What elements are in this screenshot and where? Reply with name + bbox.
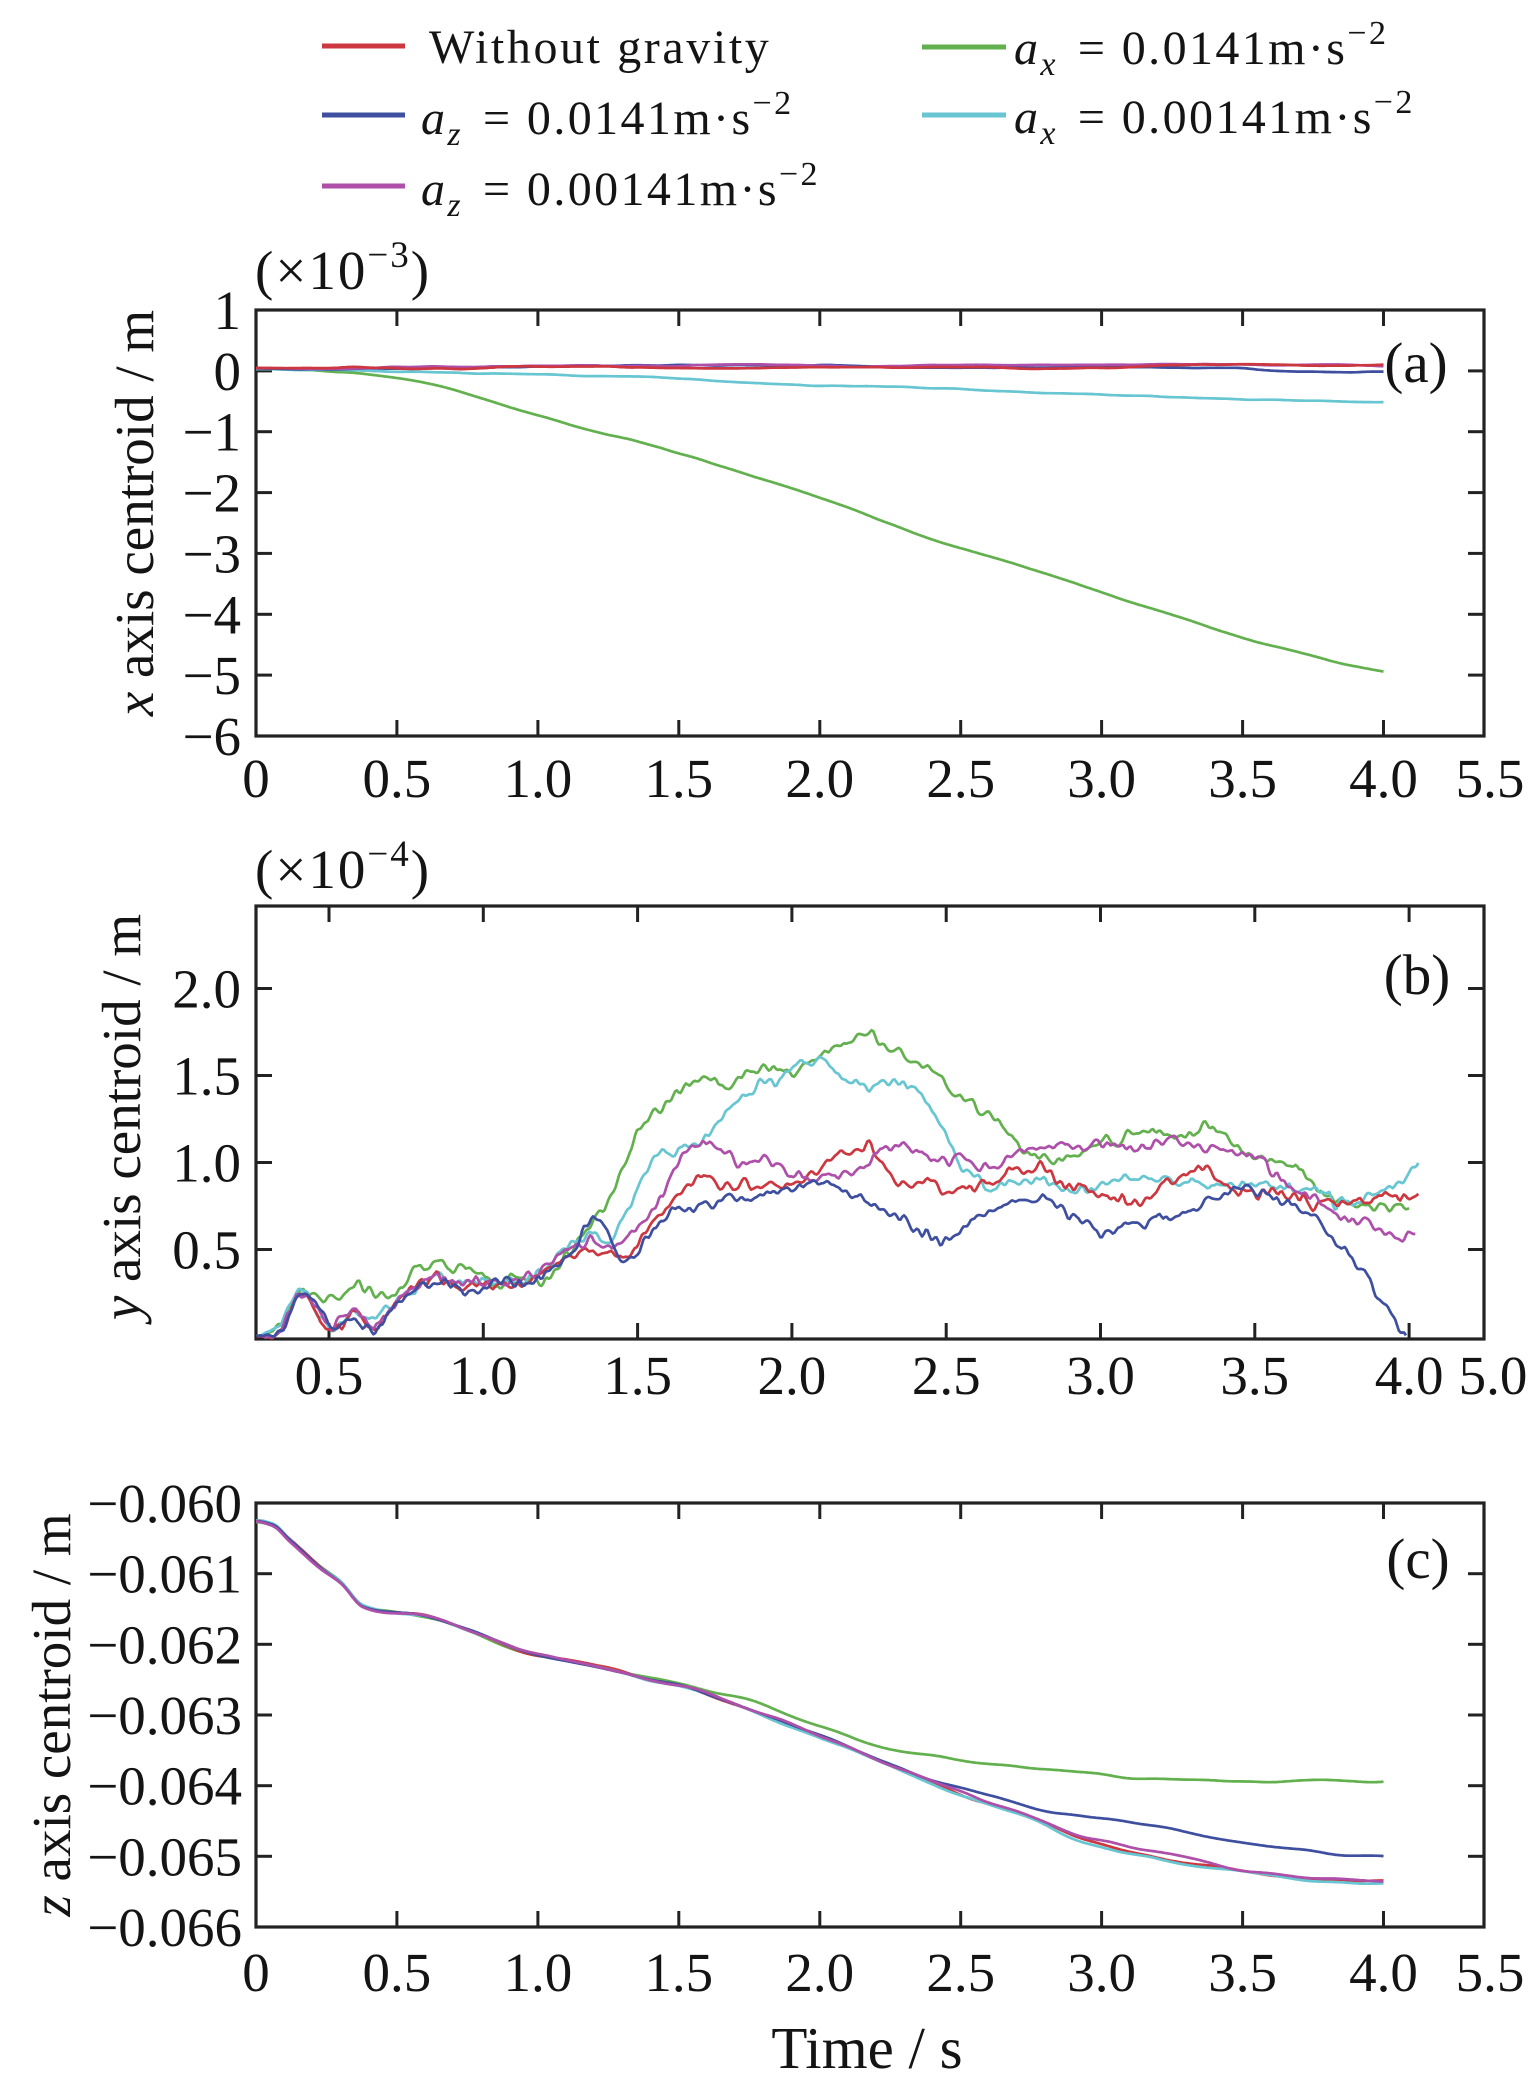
- svg-text:−2: −2: [182, 463, 241, 524]
- svg-text:(c): (c): [1386, 1528, 1449, 1591]
- svg-text:−4: −4: [182, 584, 241, 645]
- svg-text:4.0: 4.0: [1375, 1345, 1444, 1406]
- svg-text:0.5: 0.5: [172, 1220, 241, 1281]
- svg-text:−0.062: −0.062: [87, 1614, 242, 1675]
- svg-text:1.5: 1.5: [603, 1345, 672, 1406]
- svg-text:1.0: 1.0: [504, 1942, 573, 2003]
- svg-text:(a): (a): [1384, 332, 1447, 395]
- svg-text:3.5: 3.5: [1220, 1345, 1289, 1406]
- svg-text:1.5: 1.5: [644, 1942, 713, 2003]
- svg-text:z axis centroid / m: z axis centroid / m: [21, 1513, 82, 1917]
- svg-text:1.5: 1.5: [644, 748, 713, 809]
- svg-text:−1: −1: [182, 402, 241, 463]
- svg-text:2.0: 2.0: [172, 959, 241, 1020]
- svg-text:−5: −5: [182, 645, 241, 706]
- svg-text:2.5: 2.5: [912, 1345, 981, 1406]
- svg-text:3.0: 3.0: [1067, 748, 1136, 809]
- svg-text:−0.063: −0.063: [87, 1685, 242, 1746]
- svg-text:az = 0.00141m·s−2: az = 0.00141m·s−2: [421, 156, 820, 224]
- svg-text:5.0: 5.0: [1459, 1345, 1528, 1406]
- svg-text:−0.065: −0.065: [87, 1826, 242, 1887]
- svg-text:1.5: 1.5: [172, 1046, 241, 1107]
- svg-text:x axis centroid / m: x axis centroid / m: [104, 310, 165, 717]
- svg-text:4.0: 4.0: [1349, 748, 1418, 809]
- svg-text:0.5: 0.5: [295, 1345, 364, 1406]
- svg-text:3.0: 3.0: [1066, 1345, 1135, 1406]
- svg-text:0: 0: [214, 341, 242, 402]
- svg-text:1.0: 1.0: [172, 1133, 241, 1194]
- svg-text:5.5: 5.5: [1456, 748, 1525, 809]
- svg-text:3.5: 3.5: [1208, 748, 1277, 809]
- svg-text:2.5: 2.5: [926, 1942, 995, 2003]
- svg-text:2.0: 2.0: [758, 1345, 827, 1406]
- svg-text:2.0: 2.0: [785, 748, 854, 809]
- svg-text:4.0: 4.0: [1349, 1942, 1418, 2003]
- svg-text:−6: −6: [182, 706, 241, 767]
- svg-text:2.5: 2.5: [926, 748, 995, 809]
- svg-text:−0.064: −0.064: [87, 1756, 242, 1817]
- svg-text:−0.066: −0.066: [87, 1897, 242, 1958]
- svg-text:−0.061: −0.061: [87, 1544, 242, 1605]
- svg-text:Time / s: Time / s: [771, 2015, 962, 2081]
- svg-text:−0.060: −0.060: [87, 1473, 242, 1534]
- svg-text:y axis centroid / m: y axis centroid / m: [91, 914, 152, 1325]
- svg-text:0.5: 0.5: [363, 1942, 432, 2003]
- svg-text:3.0: 3.0: [1067, 1942, 1136, 2003]
- svg-text:3.5: 3.5: [1208, 1942, 1277, 2003]
- svg-text:0.5: 0.5: [363, 748, 432, 809]
- svg-text:1.0: 1.0: [449, 1345, 518, 1406]
- svg-text:−3: −3: [182, 523, 241, 584]
- svg-text:5.5: 5.5: [1456, 1942, 1525, 2003]
- svg-text:1.0: 1.0: [504, 748, 573, 809]
- svg-text:Without gravity: Without gravity: [429, 21, 771, 74]
- svg-text:(b): (b): [1384, 944, 1450, 1007]
- svg-text:0: 0: [242, 748, 270, 809]
- svg-text:az = 0.0141m·s−2: az = 0.0141m·s−2: [421, 85, 794, 153]
- svg-text:1: 1: [214, 280, 242, 341]
- svg-text:2.0: 2.0: [785, 1942, 854, 2003]
- svg-text:ax = 0.0141m·s−2: ax = 0.0141m·s−2: [1014, 15, 1388, 83]
- svg-text:0: 0: [242, 1942, 270, 2003]
- svg-text:ax = 0.00141m·s−2: ax = 0.00141m·s−2: [1014, 84, 1415, 152]
